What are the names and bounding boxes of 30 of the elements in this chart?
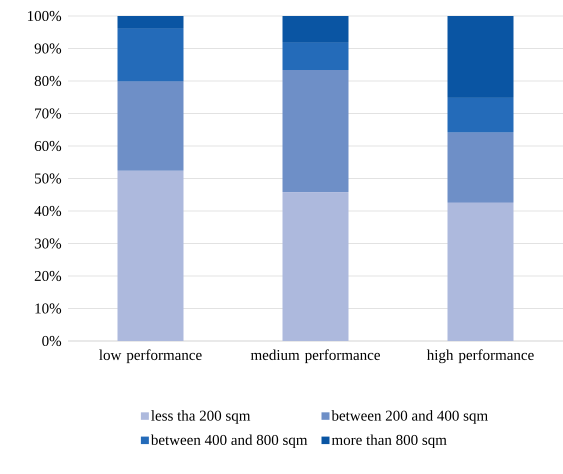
bar bbox=[118, 16, 184, 29]
bar bbox=[118, 81, 184, 171]
legend-label: less tha 200 sqm bbox=[151, 410, 250, 424]
bar bbox=[448, 98, 514, 132]
x-tick-label: low performance bbox=[99, 349, 202, 364]
bar bbox=[282, 42, 348, 70]
y-tick-label: 80% bbox=[34, 76, 62, 86]
bar bbox=[448, 202, 514, 341]
y-tick-label: 70% bbox=[35, 108, 62, 119]
legend-label: between 400 and 800 sqm bbox=[150, 434, 308, 448]
y-tick-label: 40% bbox=[34, 206, 62, 216]
y-tick-label: 50% bbox=[35, 173, 62, 184]
bar bbox=[448, 16, 514, 98]
bar bbox=[118, 170, 184, 341]
bar bbox=[282, 16, 348, 43]
y-tick-label: 20% bbox=[34, 270, 62, 282]
y-tick-label: 100% bbox=[28, 10, 62, 22]
y-tick-label: 30% bbox=[34, 238, 62, 249]
bar bbox=[282, 192, 348, 341]
bar bbox=[282, 70, 348, 192]
y-tick-label: 0% bbox=[42, 336, 62, 346]
y-tick-label: 90% bbox=[34, 43, 62, 54]
legend-label: more than 800 sqm bbox=[332, 434, 447, 448]
legend-label: between 200 and 400 sqm bbox=[331, 410, 488, 424]
x-tick-label: medium performance bbox=[250, 349, 380, 364]
x-tick-label: high performance bbox=[426, 349, 534, 364]
y-tick-label: 10% bbox=[35, 303, 62, 314]
bar bbox=[448, 132, 514, 203]
bar bbox=[118, 28, 184, 82]
y-tick-label: 60% bbox=[34, 140, 62, 152]
